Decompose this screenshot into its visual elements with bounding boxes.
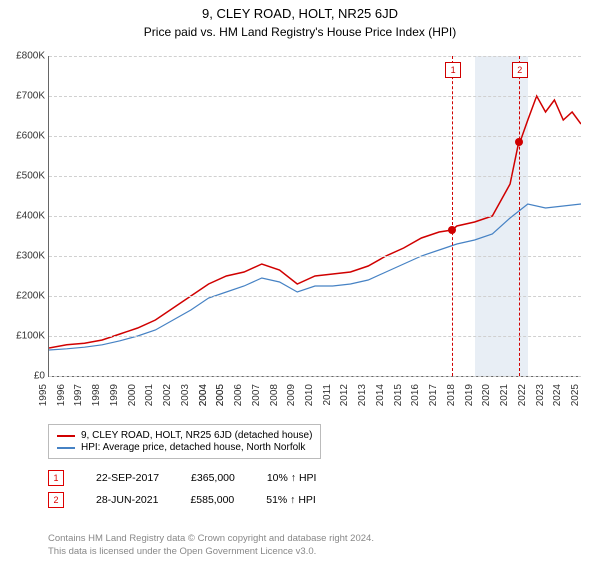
y-tick-label: £600K	[5, 131, 45, 142]
x-tick-label: 1998	[91, 384, 102, 406]
price-cell: £365,000	[191, 472, 235, 484]
series-price_paid	[49, 96, 581, 348]
gridline	[49, 176, 581, 177]
x-tick-label: 2004	[198, 384, 209, 406]
marker-box: 2	[512, 62, 528, 78]
x-tick-label: 2022	[517, 384, 528, 406]
x-tick-label: 1999	[109, 384, 120, 406]
marker-line	[519, 56, 520, 376]
x-tick-label: 1996	[56, 384, 67, 406]
x-tick-label: 1997	[73, 384, 84, 406]
gridline	[49, 256, 581, 257]
x-tick-label: 1995	[38, 384, 49, 406]
gridline	[49, 296, 581, 297]
y-tick-label: £400K	[5, 211, 45, 222]
gridline	[49, 216, 581, 217]
legend-swatch	[57, 447, 75, 449]
legend-item: HPI: Average price, detached house, Nort…	[57, 442, 312, 453]
table-row: 2 28-JUN-2021 £585,000 51% ↑ HPI	[48, 492, 316, 508]
x-tick-label: 2023	[535, 384, 546, 406]
x-tick-label: 2000	[127, 384, 138, 406]
x-tick-label: 2001	[144, 384, 155, 406]
table-row: 1 22-SEP-2017 £365,000 10% ↑ HPI	[48, 470, 316, 486]
price-table: 1 22-SEP-2017 £365,000 10% ↑ HPI 2 28-JU…	[48, 470, 316, 514]
x-tick-label: 2010	[304, 384, 315, 406]
gridline	[49, 96, 581, 97]
marker-box: 1	[445, 62, 461, 78]
y-tick-label: £0	[5, 371, 45, 382]
page-subtitle: Price paid vs. HM Land Registry's House …	[0, 25, 600, 39]
chart-container: 9, CLEY ROAD, HOLT, NR25 6JD Price paid …	[0, 6, 600, 566]
marker-dot	[515, 138, 523, 146]
marker-dot	[448, 226, 456, 234]
legend-swatch	[57, 435, 75, 437]
footer-line: Contains HM Land Registry data © Crown c…	[48, 533, 374, 545]
page-title: 9, CLEY ROAD, HOLT, NR25 6JD	[0, 6, 600, 21]
x-tick-label: 2009	[286, 384, 297, 406]
x-tick-label: 2007	[251, 384, 262, 406]
series-hpi	[49, 204, 581, 350]
x-tick-label: 2011	[322, 384, 333, 406]
y-tick-label: £800K	[5, 51, 45, 62]
gridline	[49, 136, 581, 137]
x-tick-label: 2020	[481, 384, 492, 406]
chart-area: £0£100K£200K£300K£400K£500K£600K£700K£80…	[48, 56, 581, 377]
gridline	[49, 376, 581, 377]
legend-label: 9, CLEY ROAD, HOLT, NR25 6JD (detached h…	[81, 430, 312, 441]
x-tick-label: 2025	[570, 384, 581, 406]
x-tick-label: 2002	[162, 384, 173, 406]
x-tick-label: 2013	[357, 384, 368, 406]
y-tick-label: £700K	[5, 91, 45, 102]
date-cell: 28-JUN-2021	[96, 494, 158, 506]
x-tick-label: 2016	[410, 384, 421, 406]
marker-id-box: 2	[48, 492, 64, 508]
x-tick-label: 2003	[180, 384, 191, 406]
price-cell: £585,000	[190, 494, 234, 506]
date-cell: 22-SEP-2017	[96, 472, 159, 484]
marker-line	[452, 56, 453, 376]
pct-cell: 51% ↑ HPI	[266, 494, 316, 506]
footer-line: This data is licensed under the Open Gov…	[48, 546, 374, 558]
x-tick-label: 2008	[269, 384, 280, 406]
x-tick-label: 2024	[552, 384, 563, 406]
legend: 9, CLEY ROAD, HOLT, NR25 6JD (detached h…	[48, 424, 321, 459]
x-tick-label: 2006	[233, 384, 244, 406]
x-tick-label: 2018	[446, 384, 457, 406]
y-tick-label: £100K	[5, 331, 45, 342]
x-tick-label: 2005	[215, 384, 226, 406]
gridline	[49, 336, 581, 337]
x-tick-label: 2014	[375, 384, 386, 406]
x-tick-label: 2012	[339, 384, 350, 406]
x-tick-label: 2015	[393, 384, 404, 406]
footer: Contains HM Land Registry data © Crown c…	[48, 533, 374, 558]
x-tick-label: 2017	[428, 384, 439, 406]
x-tick-label: 2021	[499, 384, 510, 406]
legend-label: HPI: Average price, detached house, Nort…	[81, 442, 305, 453]
gridline	[49, 56, 581, 57]
marker-id-box: 1	[48, 470, 64, 486]
legend-item: 9, CLEY ROAD, HOLT, NR25 6JD (detached h…	[57, 430, 312, 441]
y-tick-label: £500K	[5, 171, 45, 182]
pct-cell: 10% ↑ HPI	[267, 472, 317, 484]
x-tick-label: 2019	[464, 384, 475, 406]
y-tick-label: £300K	[5, 251, 45, 262]
y-tick-label: £200K	[5, 291, 45, 302]
